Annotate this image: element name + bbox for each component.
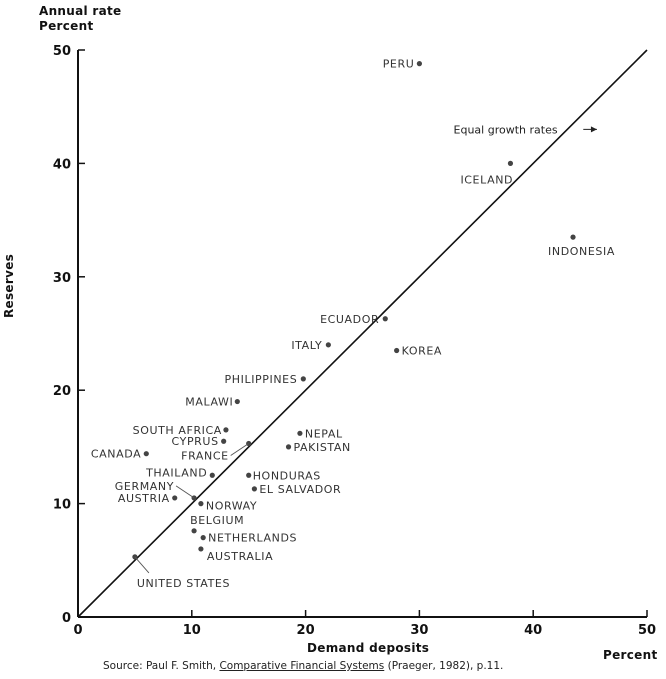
data-label: ECUADOR xyxy=(320,313,379,326)
data-label: NEPAL xyxy=(305,427,343,440)
data-label: FRANCE xyxy=(181,449,229,462)
data-label: AUSTRALIA xyxy=(207,550,273,563)
data-label: BELGIUM xyxy=(190,514,244,527)
data-point xyxy=(325,342,331,348)
y-heading-line2: Percent xyxy=(39,19,94,33)
data-point xyxy=(198,501,204,507)
equal-growth-line xyxy=(77,49,648,618)
data-point xyxy=(382,316,388,322)
reference-line-arrowhead xyxy=(590,126,597,133)
data-label: NETHERLANDS xyxy=(208,532,297,545)
data-point xyxy=(285,444,292,450)
data-label: CYPRUS xyxy=(172,435,219,448)
label-leader-line xyxy=(230,443,249,456)
label-leader-line xyxy=(134,556,150,574)
data-point xyxy=(246,472,252,478)
data-point xyxy=(191,528,197,534)
data-point xyxy=(223,427,229,433)
y-tick-label: 10 xyxy=(53,498,71,513)
reference-line-group: Equal growth rates xyxy=(77,49,648,618)
data-label: ITALY xyxy=(291,339,322,352)
y-heading-line1: Annual rate xyxy=(39,4,122,18)
x-tick-label: 10 xyxy=(183,623,201,638)
data-point xyxy=(234,398,240,405)
x-axis-label: Demand deposits xyxy=(307,641,430,655)
data-label: PERU xyxy=(383,58,415,71)
data-label: THAILAND xyxy=(145,466,207,479)
x-tick-label: 20 xyxy=(297,623,315,638)
data-label: PHILIPPINES xyxy=(225,373,298,386)
data-point xyxy=(507,160,514,166)
y-tick-label: 50 xyxy=(53,44,71,59)
data-label: HONDURAS xyxy=(253,469,321,482)
data-point xyxy=(416,61,422,67)
data-point xyxy=(143,451,149,457)
data-label: CANADA xyxy=(91,448,141,461)
axes xyxy=(77,50,647,618)
ticks: 0 10 20 30 40 50 0 10 20 30 40 50 xyxy=(53,44,656,638)
data-labels: PERU ICELAND INDONESIA ECUADOR ITALY KOREA PHI… xyxy=(91,58,615,590)
x-tick-label: 0 xyxy=(73,623,82,638)
x-tick-label: 40 xyxy=(524,623,542,638)
y-axis-label: Reserves xyxy=(2,253,16,318)
x-tick-label: 30 xyxy=(410,623,428,638)
x-tick-label: 50 xyxy=(638,623,656,638)
data-point xyxy=(251,486,257,492)
y-tick-label: 20 xyxy=(53,384,71,399)
data-label: SOUTH AFRICA xyxy=(133,424,222,437)
data-label: INDONESIA xyxy=(548,245,615,258)
data-label: KOREA xyxy=(402,345,442,358)
y-tick-label: 0 xyxy=(62,611,71,626)
data-point xyxy=(300,376,306,382)
source-title: Comparative Financial Systems xyxy=(219,660,385,672)
data-label: UNITED STATES xyxy=(137,577,230,590)
data-label: EL SALVADOR xyxy=(259,483,341,496)
data-label: MALAWI xyxy=(185,396,233,409)
data-label: GERMANY xyxy=(115,480,174,493)
data-point xyxy=(394,347,400,354)
data-point xyxy=(221,438,227,444)
source-prefix: Source: Paul F. Smith, xyxy=(103,660,220,672)
data-point xyxy=(172,495,178,501)
y-tick-label: 30 xyxy=(53,271,71,286)
y-tick-label: 40 xyxy=(53,157,71,172)
data-point xyxy=(570,234,576,240)
data-label: AUSTRIA xyxy=(118,492,170,505)
data-label: ICELAND xyxy=(460,173,513,186)
data-point xyxy=(198,546,204,552)
label-leader-line xyxy=(175,485,195,499)
source-suffix: (Praeger, 1982), p.11. xyxy=(384,660,504,672)
data-label: NORWAY xyxy=(206,500,257,513)
data-point xyxy=(297,430,303,436)
x-axis-unit: Percent xyxy=(603,648,658,662)
source-note: Source: Paul F. Smith, Comparative Finan… xyxy=(103,660,503,672)
data-point xyxy=(209,472,215,478)
data-label: PAKISTAN xyxy=(294,441,351,454)
reference-line-label: Equal growth rates xyxy=(454,123,558,136)
data-point xyxy=(200,535,206,541)
